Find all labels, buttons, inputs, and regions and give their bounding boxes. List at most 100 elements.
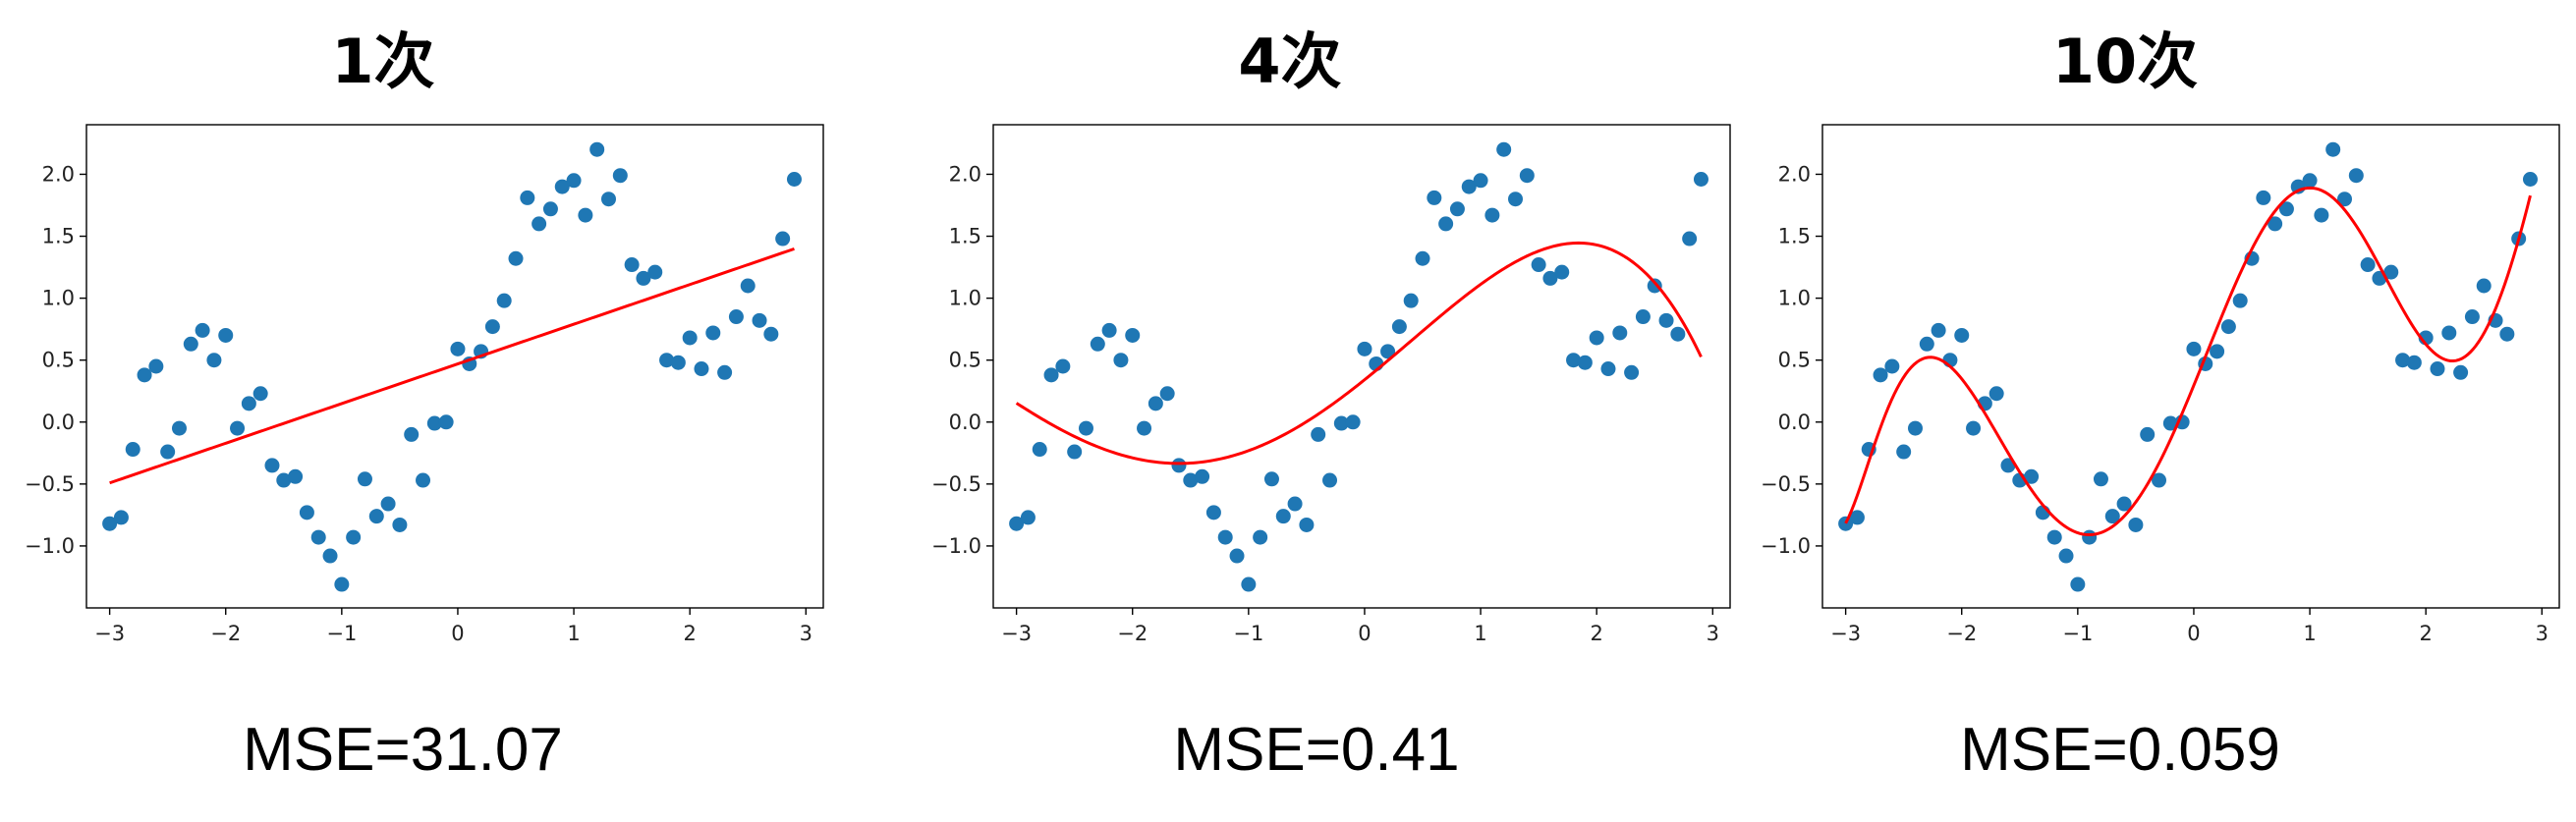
data-point bbox=[1275, 509, 1291, 524]
data-point bbox=[2128, 517, 2144, 532]
data-point bbox=[276, 472, 292, 488]
data-point bbox=[160, 444, 176, 460]
y-tick-label: 0.0 bbox=[949, 411, 981, 434]
data-point bbox=[1612, 325, 1628, 341]
panel-title: 4次 bbox=[1238, 26, 1341, 97]
panel-title: 1次 bbox=[331, 26, 434, 97]
data-point bbox=[2256, 190, 2271, 205]
x-tick-label: 1 bbox=[567, 622, 580, 645]
data-point bbox=[2499, 326, 2515, 342]
y-tick-label: 2.0 bbox=[1778, 162, 1811, 186]
x-tick-label: 0 bbox=[2187, 622, 2200, 645]
x-tick-label: −2 bbox=[1117, 622, 1148, 645]
data-point bbox=[2093, 471, 2108, 487]
y-tick-label: 0.0 bbox=[1778, 411, 1811, 434]
x-tick-label: −2 bbox=[210, 622, 241, 645]
panel-title: 10次 bbox=[2052, 26, 2198, 97]
data-point bbox=[299, 505, 314, 521]
data-point bbox=[1693, 172, 1708, 188]
data-point bbox=[1931, 322, 1946, 338]
data-point bbox=[2070, 576, 2086, 592]
x-tick-label: −1 bbox=[1233, 622, 1263, 645]
data-point bbox=[1205, 505, 1221, 521]
data-point bbox=[1125, 327, 1141, 343]
data-point bbox=[1954, 327, 1970, 343]
y-tick-label: 1.5 bbox=[42, 225, 75, 248]
data-point bbox=[1357, 341, 1372, 356]
data-point bbox=[566, 173, 582, 189]
data-point bbox=[1183, 472, 1199, 488]
data-point bbox=[2082, 529, 2098, 545]
data-point bbox=[1009, 516, 1025, 531]
data-point bbox=[694, 361, 709, 377]
y-tick-label: 2.0 bbox=[42, 162, 75, 186]
data-point bbox=[404, 426, 420, 442]
plot-area: −3 −2 −1 0 1 2 3 −1.0 −0.5 0.0 0.5 1.0 1.5 2.0 bbox=[931, 124, 1731, 645]
data-point bbox=[2406, 355, 2422, 370]
data-point bbox=[357, 471, 372, 487]
y-tick-label: 0.5 bbox=[1778, 349, 1811, 372]
y-tick-label: 1.0 bbox=[949, 287, 981, 310]
data-point bbox=[230, 420, 246, 436]
x-tick-label: 2 bbox=[683, 622, 696, 645]
data-point bbox=[2383, 264, 2399, 280]
data-point bbox=[786, 172, 802, 188]
data-point bbox=[241, 396, 256, 411]
y-tick-label: −1.0 bbox=[931, 534, 981, 558]
data-point bbox=[1496, 141, 1512, 157]
x-tick-label: 3 bbox=[800, 622, 812, 645]
data-point bbox=[2024, 468, 2040, 484]
axes-frame bbox=[992, 124, 1731, 609]
data-point bbox=[1966, 420, 1982, 436]
data-point bbox=[624, 257, 640, 273]
data-point bbox=[1554, 264, 1570, 280]
data-point bbox=[2314, 207, 2329, 223]
data-point bbox=[1542, 270, 1558, 286]
data-point bbox=[496, 293, 512, 308]
data-point bbox=[1263, 471, 1279, 487]
data-point bbox=[1531, 257, 1546, 273]
data-point bbox=[148, 358, 164, 374]
data-point bbox=[1896, 444, 1912, 460]
data-point bbox=[392, 517, 408, 532]
data-point bbox=[2046, 529, 2062, 545]
data-point bbox=[2464, 309, 2480, 325]
data-point bbox=[612, 168, 628, 184]
data-point bbox=[380, 496, 396, 512]
data-point bbox=[1600, 361, 1616, 377]
data-point bbox=[125, 442, 140, 458]
data-point bbox=[484, 319, 500, 335]
data-point bbox=[1055, 358, 1071, 374]
data-point bbox=[1253, 529, 1268, 545]
data-point bbox=[450, 341, 466, 356]
x-tick-label: −3 bbox=[1001, 622, 1032, 645]
data-point bbox=[1020, 510, 1036, 525]
data-point bbox=[1171, 458, 1187, 473]
data-point bbox=[1658, 312, 1674, 328]
x-tick-label: −1 bbox=[326, 622, 357, 645]
data-point bbox=[2232, 293, 2248, 308]
data-point bbox=[659, 353, 675, 368]
data-point bbox=[2116, 496, 2132, 512]
data-point bbox=[1403, 293, 1419, 308]
data-point bbox=[322, 548, 338, 564]
data-point bbox=[752, 312, 767, 328]
x-tick-label: 3 bbox=[1707, 622, 1719, 645]
data-point bbox=[2104, 509, 2120, 524]
data-point bbox=[1032, 442, 1047, 458]
panel-degree-4: 4次 −3 −2 −1 0 1 2 3 −1.0 −0.5 0.0 0.5 1.0 1.5 2.0 MSE… bbox=[931, 26, 1731, 784]
y-tick-label: 0.5 bbox=[42, 349, 75, 372]
panel-degree-10: 10次 −3 −2 −1 0 1 2 3 −1.0 −0.5 0.0 0.5 1.0 1.5 2.0 MS… bbox=[1761, 26, 2560, 784]
data-point bbox=[520, 190, 535, 205]
y-tick-label: −0.5 bbox=[931, 472, 981, 496]
y-tick-label: −1.0 bbox=[25, 534, 75, 558]
x-tick-label: −3 bbox=[1830, 622, 1861, 645]
data-point bbox=[1241, 576, 1257, 592]
y-tick-label: −1.0 bbox=[1761, 534, 1811, 558]
data-point bbox=[1137, 420, 1152, 436]
mse-label: MSE=0.059 bbox=[1960, 716, 2280, 784]
data-point bbox=[1333, 415, 1349, 431]
data-point bbox=[1311, 426, 1326, 442]
data-point bbox=[717, 364, 733, 380]
x-tick-label: 2 bbox=[2419, 622, 2432, 645]
